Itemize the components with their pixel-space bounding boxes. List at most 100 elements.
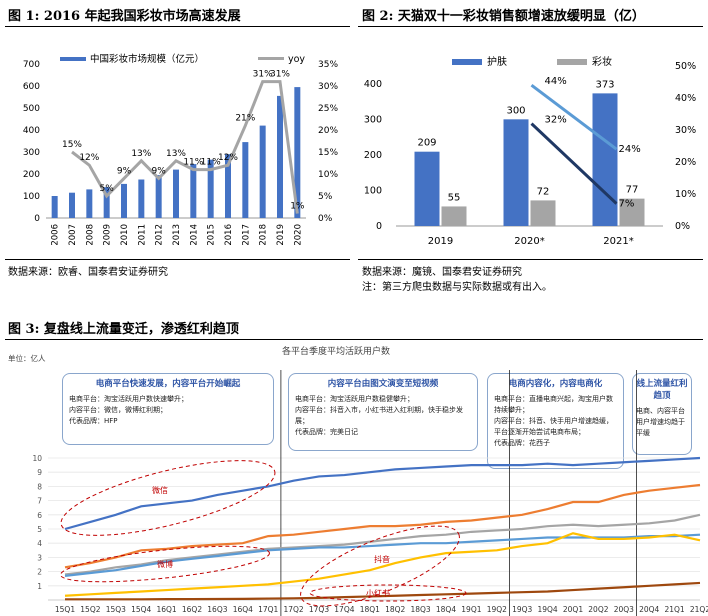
fig2-growth-line	[530, 84, 618, 151]
fig3-x-tick: 15Q4	[131, 605, 151, 614]
fig3-unit: 单位：亿人	[8, 354, 46, 363]
fig3-annotation: 小红书	[366, 588, 390, 598]
fig3-x-tick: 19Q2	[487, 605, 507, 614]
fig3-x-tick: 17Q4	[334, 605, 354, 614]
fig3-series-line	[64, 513, 701, 576]
fig3-y-tick: 10	[32, 454, 42, 463]
fig2-bar	[441, 206, 467, 226]
phase-box-2: 内容平台由图文演变至短视频 电商平台：淘宝活跃用户数稳健攀升； 内容平台：抖音入…	[288, 373, 478, 451]
fig1-yright-tick: 35%	[318, 60, 338, 70]
fig2-yright-tick: 0%	[675, 221, 690, 232]
fig1-yoy-label: 9%	[117, 166, 132, 176]
fig3-x-tick: 15Q2	[80, 605, 100, 614]
fig1-yright-tick: 0%	[318, 214, 333, 224]
fig2-source-rule	[358, 259, 703, 260]
fig1-bar	[190, 164, 197, 218]
fig1-x-tick: 2013	[172, 224, 182, 246]
fig3-title: 图 3: 复盘线上流量变迁，渗透红利趋顶	[8, 322, 239, 337]
fig1-bar	[259, 125, 266, 218]
fig3-y-tick: 9	[37, 468, 42, 477]
fig1-yleft-tick: 300	[23, 148, 40, 158]
fig1-yoy-label: 9%	[152, 166, 167, 176]
fig1-title-rule	[5, 26, 350, 27]
fig3-series-line	[64, 532, 701, 597]
fig3-highlight-ellipse	[60, 545, 270, 583]
fig3-x-tick: 20Q4	[639, 605, 659, 614]
fig1-yoy-label: 11%	[201, 158, 221, 168]
fig1-yoy-label: 12%	[218, 153, 238, 163]
fig2-bar-label: 209	[417, 138, 436, 149]
fig3-highlight-ellipse	[60, 460, 276, 536]
fig3-x-tick: 19Q3	[512, 605, 532, 614]
phase-box-1-title: 电商平台快速发展，内容平台开始崛起	[95, 379, 241, 389]
fig3-x-tick: 21Q2	[690, 605, 708, 614]
fig3-highlight-ellipse	[309, 584, 467, 602]
fig3-y-tick: 7	[37, 497, 42, 506]
fig1-legend-bar-swatch	[60, 57, 86, 61]
fig3-y-tick: 2	[37, 568, 42, 577]
fig2-yleft-tick: 200	[364, 150, 382, 161]
fig3-y-tick: 1	[37, 582, 42, 591]
fig3-annotation: 微信	[152, 485, 168, 495]
phase-box-2-body: 电商平台：淘宝活跃用户数稳健攀升； 内容平台：抖音入市，小红书进入红利期，快手稳…	[295, 395, 463, 436]
fig1-yoy-label: 15%	[62, 140, 82, 150]
fig3-x-tick: 16Q3	[207, 605, 227, 614]
fig2-yright-tick: 20%	[675, 157, 696, 168]
fig3-x-tick: 16Q4	[233, 605, 253, 614]
fig2-yleft-tick: 400	[364, 79, 382, 90]
fig3-x-tick: 18Q2	[385, 605, 405, 614]
fig1-bar	[86, 189, 93, 218]
fig2-bar-label: 373	[595, 79, 614, 90]
fig1-yoy-label: 11%	[183, 158, 203, 168]
fig1-bar	[294, 87, 301, 218]
fig2-x-tick: 2021*	[603, 236, 633, 247]
fig1-yleft-tick: 400	[23, 126, 40, 136]
fig3-x-tick: 18Q1	[360, 605, 380, 614]
fig1-bar	[69, 192, 75, 218]
fig2-yleft-tick: 100	[364, 185, 382, 196]
fig3-x-tick: 20Q3	[614, 605, 634, 614]
fig2-bar	[530, 200, 556, 226]
fig2-bar	[414, 151, 440, 226]
fig3-x-tick: 15Q3	[106, 605, 126, 614]
phase-box-3-title: 电商内容化，内容电商化	[508, 379, 603, 389]
fig3-annotation: 抖音	[374, 554, 390, 564]
fig3-annotation: 微博	[157, 559, 173, 569]
fig1-legend-line-label: yoy	[288, 54, 305, 65]
fig2-bar-label: 77	[626, 185, 639, 196]
phase-box-2-title: 内容平台由图文演变至短视频	[327, 379, 439, 389]
fig3-y-tick: 4	[37, 539, 42, 548]
fig2-bar-label: 55	[448, 192, 461, 203]
fig1-yoy-label: 31%	[253, 70, 273, 80]
fig3-x-tick: 16Q1	[156, 605, 176, 614]
fig1-x-tick: 2015	[207, 224, 217, 246]
fig2-x-tick: 2019	[428, 236, 453, 247]
fig1-bar	[155, 175, 162, 218]
fig3-x-tick: 20Q1	[563, 605, 583, 614]
fig2-growth-label: 44%	[545, 76, 567, 87]
fig2-title-rule	[358, 26, 703, 27]
fig1-x-tick: 2014	[189, 224, 199, 246]
fig1-x-tick: 2011	[137, 224, 147, 246]
fig1-yleft-tick: 700	[23, 60, 40, 70]
phase-box-4-body: 电商、内容平台用户增速均趋于平缓	[636, 407, 685, 437]
fig2-bar	[592, 93, 618, 226]
fig1-yleft-tick: 200	[23, 170, 40, 180]
fig1-yoy-label: 5%	[100, 184, 115, 194]
fig3-x-tick: 19Q1	[461, 605, 481, 614]
fig3-y-tick: 5	[37, 525, 42, 534]
fig2-growth-label: 7%	[619, 199, 635, 210]
fig1-x-tick: 2012	[155, 224, 165, 246]
fig1-x-tick: 2007	[68, 224, 78, 246]
fig1-yright-tick: 10%	[318, 170, 338, 180]
fig3-x-tick: 19Q4	[537, 605, 557, 614]
fig1-yright-tick: 5%	[318, 192, 333, 202]
fig1-title: 图 1: 2016 年起我国彩妆市场高速发展	[8, 9, 241, 24]
fig2-yright-tick: 30%	[675, 125, 696, 136]
fig1-x-tick: 2006	[51, 224, 61, 246]
fig3-y-tick: 3	[37, 553, 42, 562]
fig3-highlight-ellipse	[300, 525, 460, 607]
fig1-x-tick: 2016	[224, 224, 234, 246]
fig1-yoy-label: 13%	[166, 149, 186, 159]
